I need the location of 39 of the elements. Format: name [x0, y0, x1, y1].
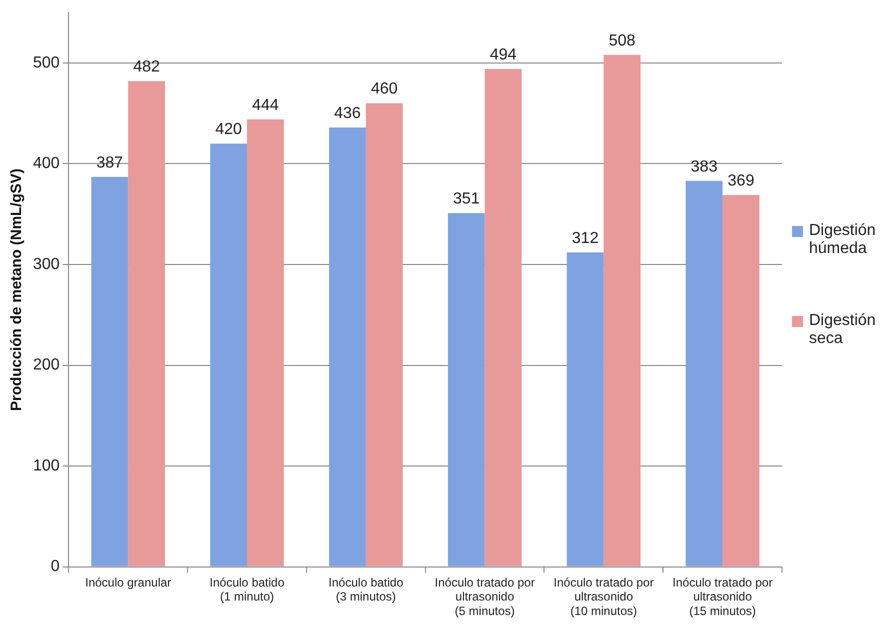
- y-tick-label: 400: [32, 155, 60, 172]
- bar: [91, 176, 128, 566]
- x-tick-label: Inóculo batido (3 minutos): [328, 575, 404, 604]
- data-label: 508: [608, 32, 636, 50]
- x-tick-label: Inóculo batido (1 minuto): [210, 575, 285, 604]
- data-label: 383: [690, 158, 718, 176]
- y-axis-title: Producción de metano (NmL/gSV): [8, 168, 26, 411]
- x-tick-label: Inóculo tratado por ultrasonido (15 minutos): [672, 575, 773, 618]
- data-label: 436: [334, 104, 361, 122]
- y-tick-label: 300: [32, 256, 60, 273]
- data-label: 494: [490, 46, 517, 64]
- bar: [329, 127, 366, 566]
- y-tick-label: 100: [32, 457, 60, 474]
- data-label: 444: [252, 96, 279, 114]
- bar: [448, 213, 485, 566]
- data-label: 482: [133, 58, 160, 76]
- bar: [366, 103, 403, 566]
- data-label: 351: [453, 190, 480, 208]
- legend-label: Digestión seca: [809, 312, 877, 348]
- x-tick-label: Inóculo tratado por ultrasonido (10 minutos): [554, 575, 654, 618]
- bar: [128, 81, 165, 566]
- bar: [604, 54, 641, 566]
- data-label: 420: [215, 121, 242, 138]
- bar: [247, 119, 284, 566]
- bar: [566, 252, 604, 566]
- bar: [722, 194, 760, 566]
- y-tick-label: 0: [50, 558, 60, 576]
- bar: [210, 144, 248, 566]
- y-tick-label: 200: [32, 356, 60, 374]
- x-tick-label: Inóculo granular: [85, 575, 172, 590]
- legend-label: Digestión húmeda: [809, 222, 877, 258]
- data-label: 312: [572, 230, 599, 247]
- bar: [686, 180, 723, 566]
- bar: [484, 69, 522, 566]
- data-label: 460: [370, 80, 398, 98]
- y-tick-label: 500: [32, 54, 60, 72]
- x-tick-label: Inóculo tratado por ultrasonido (5 minutos): [434, 575, 535, 618]
- data-label: 387: [96, 154, 124, 172]
- data-label: 369: [728, 172, 754, 190]
